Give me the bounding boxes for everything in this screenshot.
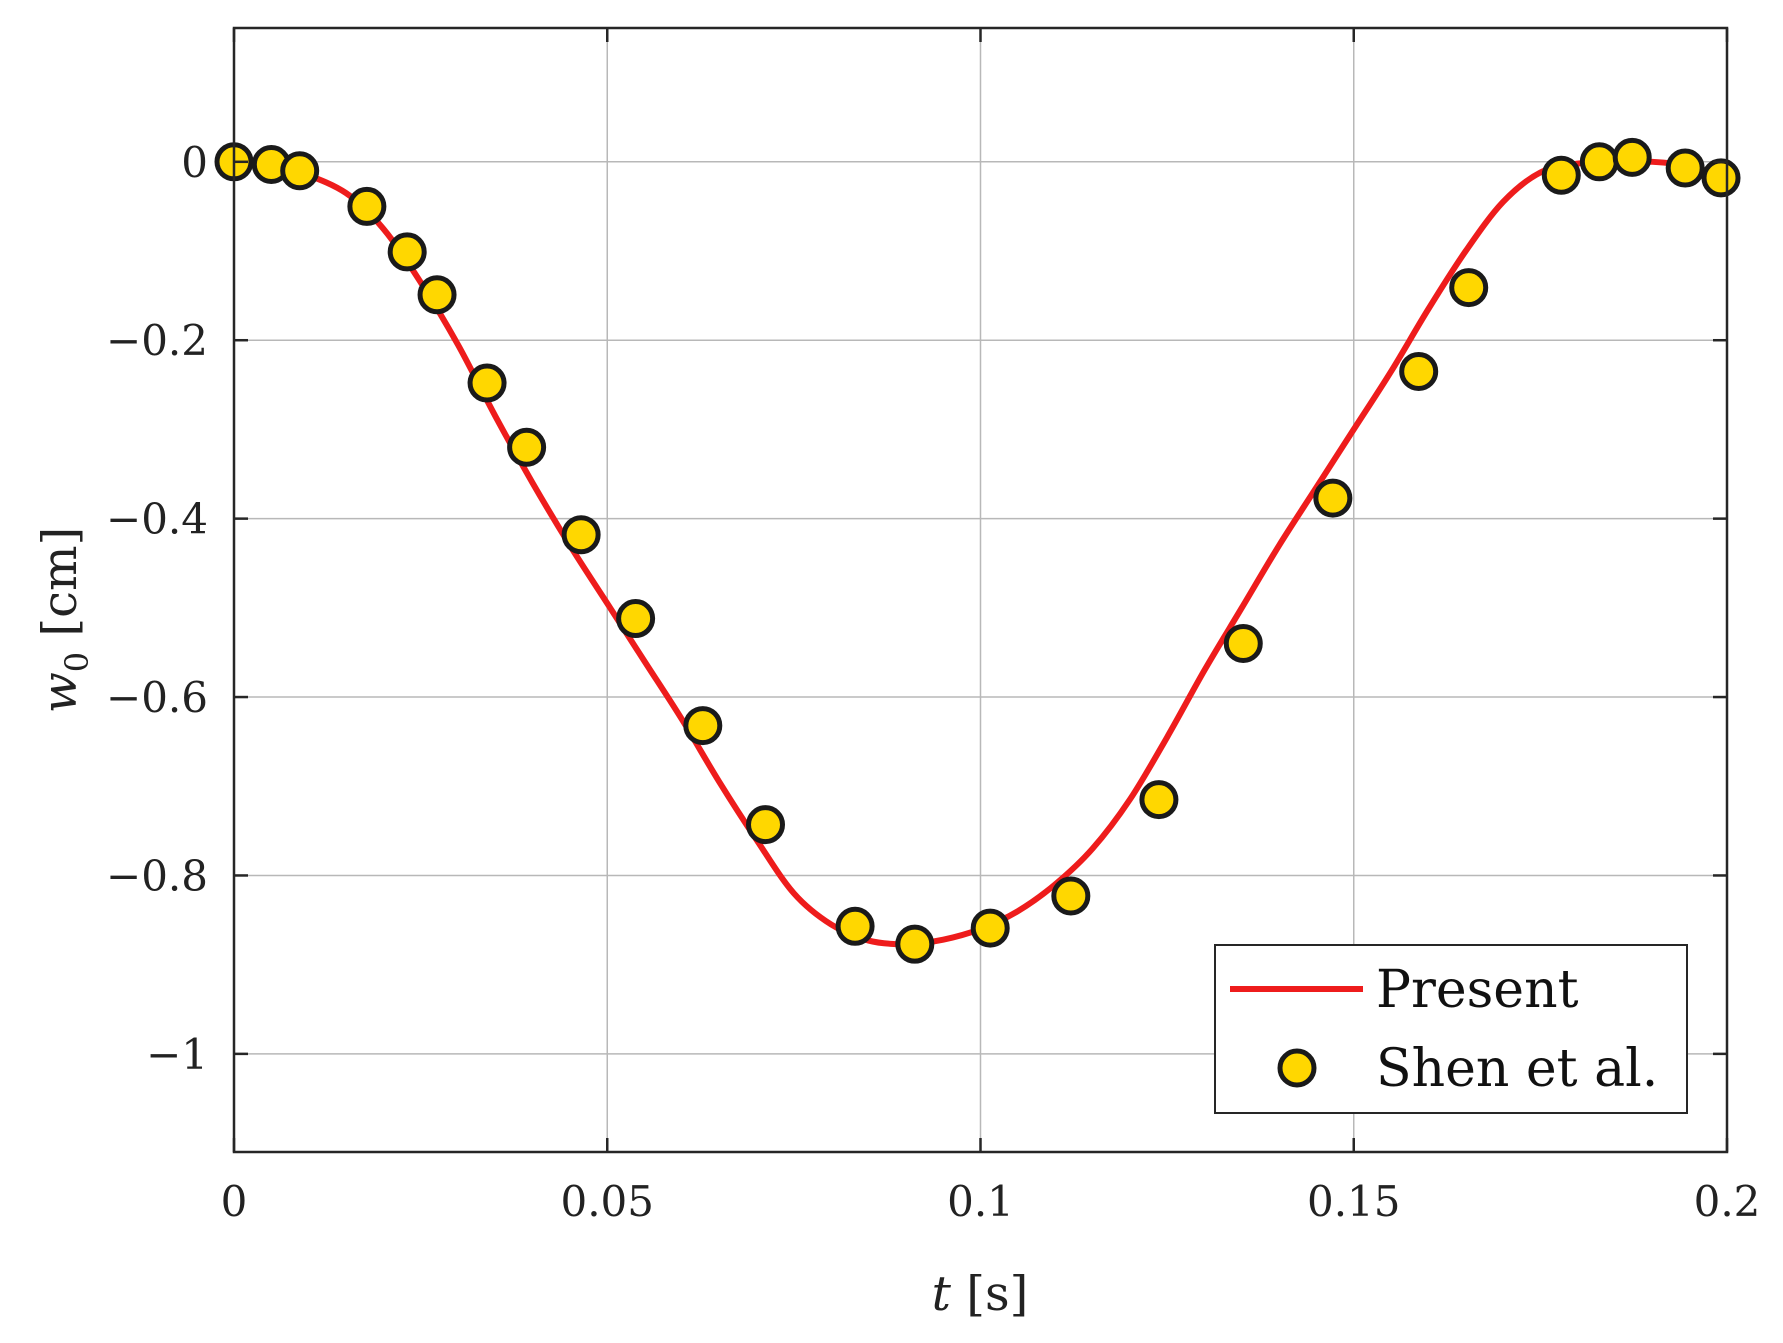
data-point-shen <box>417 275 457 315</box>
data-point-shen <box>683 706 723 746</box>
x-tick-label: 0.15 <box>1307 1177 1401 1226</box>
x-axis-label: t [s] <box>932 1266 1029 1322</box>
data-point-shen <box>1399 351 1439 391</box>
axis-ticks <box>232 28 1729 1152</box>
legend-shen-swatch <box>1277 1048 1317 1088</box>
x-tick-label: 0.1 <box>947 1177 1014 1226</box>
data-point-shen <box>1541 155 1581 195</box>
data-point-shen <box>835 906 875 946</box>
data-point-shen <box>970 908 1010 948</box>
data-point-shen <box>347 186 387 226</box>
data-point-shen <box>280 151 320 191</box>
x-tick-label: 0.2 <box>1694 1177 1761 1226</box>
data-point-shen <box>616 599 656 639</box>
y-tick-label: −0.4 <box>106 495 208 544</box>
data-point-shen <box>1139 780 1179 820</box>
data-point-shen <box>467 363 507 403</box>
data-point-shen <box>1665 148 1705 188</box>
y-tick-label: −0.2 <box>106 316 208 365</box>
legend: Present Shen et al. <box>1214 944 1688 1114</box>
data-point-shen <box>1051 876 1091 916</box>
data-point-shen <box>387 232 427 272</box>
data-point-shen <box>507 427 547 467</box>
x-tick-label: 0 <box>221 1177 248 1226</box>
data-point-shen <box>1701 158 1741 198</box>
y-tick-labels: 0 −0.2 −0.4 −0.6 −0.8 −1 <box>106 138 208 1079</box>
data-point-shen <box>1313 478 1353 518</box>
y-axis-label: w0 [cm] <box>32 527 96 714</box>
data-point-shen <box>1612 137 1652 177</box>
y-tick-label: −0.8 <box>106 851 208 900</box>
data-point-shen <box>1449 268 1489 308</box>
x-tick-labels: 0 0.05 0.1 0.15 0.2 <box>221 1177 1761 1226</box>
y-tick-label: 0 <box>181 138 208 187</box>
plot-area <box>214 137 1741 964</box>
legend-shen-label: Shen et al. <box>1376 1039 1658 1099</box>
y-tick-label: −0.6 <box>106 673 208 722</box>
y-tick-label: −1 <box>146 1030 208 1079</box>
data-point-shen <box>895 924 935 964</box>
x-tick-label: 0.05 <box>560 1177 654 1226</box>
legend-present-label: Present <box>1376 960 1579 1020</box>
data-point-shen <box>1579 142 1619 182</box>
data-point-shen <box>1223 624 1263 664</box>
data-point-shen <box>561 515 601 555</box>
data-point-shen <box>746 805 786 845</box>
